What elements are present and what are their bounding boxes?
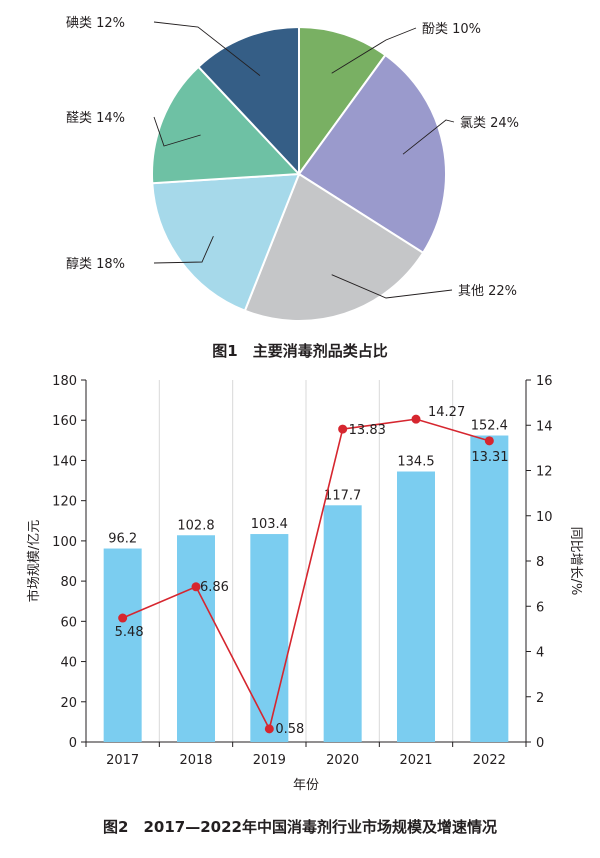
bar (470, 435, 509, 742)
growth-line (122, 418, 490, 732)
y-tick-label: 100 (52, 535, 77, 550)
pie-slice (196, 25, 300, 177)
leader-line (153, 236, 214, 264)
growth-value-label: 5.48 (115, 625, 144, 640)
growth-point (411, 414, 421, 424)
bar (397, 471, 435, 742)
leader-line (402, 119, 455, 155)
bar-value-label: 96.2 (108, 532, 137, 547)
figure2-caption: 图2 2017—2022年中国消毒剂行业市场规模及增速情况 (103, 818, 497, 836)
bar-value-label: 103.4 (251, 517, 288, 532)
bar-value-label: 102.8 (177, 518, 214, 533)
growth-value-label: 13.31 (471, 450, 508, 465)
x-axis-title: 年份 (293, 778, 319, 793)
y-tick-label: 140 (52, 454, 77, 469)
y-axis-title: 市场规模/亿元 (26, 520, 42, 602)
y2-tick-label: 6 (536, 600, 544, 615)
y2-tick-label: 12 (536, 465, 553, 480)
slice-label: 碘类 12% (66, 16, 125, 31)
y2-tick-label: 0 (536, 736, 544, 751)
leader-line (331, 274, 453, 299)
slice-label: 醇类 18% (66, 256, 125, 272)
y2-tick-label: 4 (536, 646, 544, 661)
growth-value-label: 6.86 (200, 580, 229, 595)
y2-tick-label: 14 (536, 419, 553, 434)
pie-slice (297, 53, 447, 255)
y-tick-label: 0 (69, 736, 77, 751)
y-tick-label: 160 (52, 414, 77, 429)
bar (250, 534, 289, 742)
y2-tick-label: 8 (536, 555, 544, 570)
growth-value-label: 0.58 (275, 722, 304, 737)
growth-point (484, 436, 494, 446)
x-tick-label: 2021 (399, 753, 432, 768)
y2-tick-label: 10 (536, 510, 553, 525)
growth-point (118, 613, 128, 623)
growth-point (191, 582, 201, 592)
x-tick-label: 2019 (253, 753, 286, 768)
pie-slice (298, 25, 387, 178)
growth-value-label: 13.83 (349, 423, 386, 438)
y2-tick-label: 16 (536, 374, 553, 389)
bar-line-chart: 0 20 40 60 80 100 120 140 160 180 0 2 4 6 8 10 12 14 16 201… (26, 374, 583, 793)
y-tick-label: 60 (60, 615, 77, 630)
growth-value-label: 14.27 (428, 405, 465, 420)
x-tick-label: 2017 (106, 753, 139, 768)
y-tick-label: 120 (52, 495, 77, 510)
x-tick-label: 2020 (326, 753, 359, 768)
y-tick-label: 40 (60, 656, 77, 671)
pie-slice (243, 172, 425, 322)
figure1-caption: 图1 主要消毒剂品类占比 (212, 342, 388, 360)
bar-value-label: 152.4 (471, 419, 508, 434)
x-tick-label: 2018 (179, 753, 212, 768)
slice-label: 氯类 24% (460, 116, 519, 131)
leader-line (331, 27, 417, 74)
leader-line (153, 116, 201, 147)
y-tick-label: 80 (60, 575, 77, 590)
leader-line (153, 21, 261, 76)
pie-slice (151, 65, 302, 185)
y-tick-label: 20 (60, 696, 77, 711)
bar-value-label: 117.7 (324, 488, 361, 503)
growth-point (264, 724, 274, 734)
x-tick-label: 2022 (473, 753, 506, 768)
slice-label: 酚类 10% (422, 22, 481, 37)
y2-tick-label: 2 (536, 691, 544, 706)
y2-axis-title: 同比增长/% (568, 527, 583, 596)
bar (323, 505, 362, 742)
bar-value-label: 134.5 (397, 455, 434, 470)
pie-slice (151, 172, 301, 312)
growth-point (338, 424, 348, 434)
slice-label: 其他 22% (458, 284, 517, 299)
slice-label: 醛类 14% (66, 110, 125, 126)
bar (103, 548, 142, 742)
pie-chart: 酚类 10% 氯类 24% 其他 22% 醇类 18% 醛类 14% 碘类 12% (66, 16, 519, 322)
bar (177, 535, 215, 742)
y-tick-label: 180 (52, 374, 77, 389)
